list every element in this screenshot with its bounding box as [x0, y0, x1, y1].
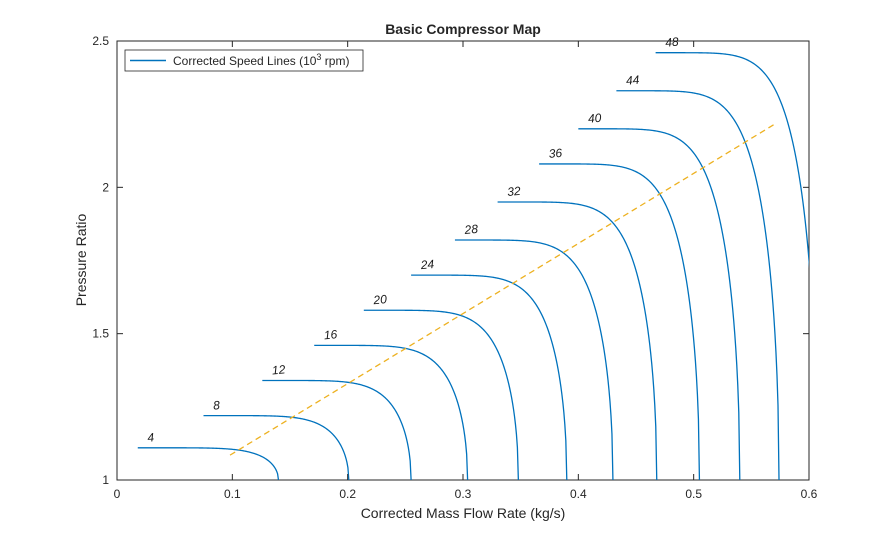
speed-label-40: 40	[587, 111, 602, 126]
data-curves	[137, 52, 809, 480]
y-tick-label: 2	[102, 180, 109, 194]
speed-label-4: 4	[147, 430, 155, 445]
y-tick-label: 2.5	[92, 34, 109, 48]
legend-text-main: Corrected Speed Lines (10	[173, 54, 317, 68]
speed-line-12	[262, 379, 412, 480]
x-tick-label: 0.4	[570, 487, 587, 501]
legend-entry-speed-lines: Corrected Speed Lines (103 rpm)	[173, 52, 349, 68]
speed-line-48	[655, 52, 809, 269]
y-tick-label: 1.5	[92, 327, 109, 341]
chart-title: Basic Compressor Map	[385, 21, 541, 37]
speed-line-32	[497, 201, 658, 480]
x-tick-label: 0	[114, 487, 121, 501]
speed-label-44: 44	[625, 73, 640, 88]
speed-line-28	[454, 239, 614, 480]
speed-line-16	[314, 344, 469, 480]
x-tick-label: 0.2	[339, 487, 356, 501]
speed-line-36	[539, 163, 701, 480]
x-axis-label: Corrected Mass Flow Rate (kg/s)	[361, 505, 566, 521]
y-tick-label: 1	[102, 473, 109, 487]
legend-text-superscript: 3	[316, 52, 321, 62]
speed-label-12: 12	[271, 362, 286, 377]
speed-label-48: 48	[665, 35, 680, 50]
y-axis-label: Pressure Ratio	[73, 213, 89, 306]
speed-line-40	[578, 128, 741, 480]
speed-line-24	[411, 274, 568, 480]
x-axis-ticks: 0 0.1 0.2 0.3 0.4 0.5 0.6	[114, 41, 818, 501]
speed-label-16: 16	[323, 327, 338, 342]
x-tick-label: 0.3	[455, 487, 472, 501]
x-tick-label: 0.6	[801, 487, 818, 501]
speed-label-24: 24	[419, 257, 435, 272]
x-tick-label: 0.5	[685, 487, 702, 501]
speed-label-28: 28	[463, 222, 479, 237]
speed-line-44	[616, 90, 780, 480]
speed-line-8	[203, 414, 350, 480]
speed-line-20	[363, 309, 520, 480]
speed-label-32: 32	[507, 184, 522, 199]
legend-box	[124, 49, 364, 72]
speed-label-20: 20	[372, 292, 388, 307]
axes-box	[116, 40, 810, 481]
speed-label-36: 36	[548, 146, 563, 161]
y-axis-ticks: 1 1.5 2 2.5	[92, 34, 809, 487]
speed-label-8: 8	[213, 398, 221, 413]
surge-line	[229, 122, 778, 456]
legend-text-end: rpm)	[321, 54, 349, 68]
x-tick-label: 0.1	[224, 487, 241, 501]
legend: Corrected Speed Lines (103 rpm)	[124, 49, 364, 72]
speed-line-4	[137, 447, 280, 480]
